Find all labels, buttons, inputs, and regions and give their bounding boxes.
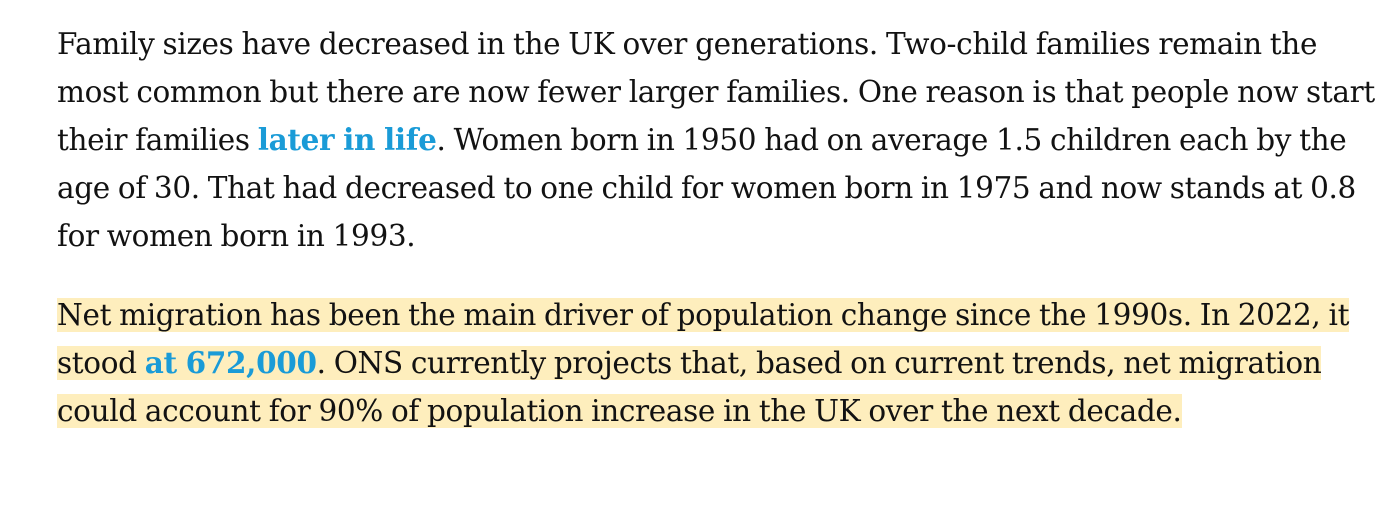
net-migration-figure-link[interactable]: at 672,000: [144, 345, 317, 380]
paragraph-family-sizes: Family sizes have decreased in the UK ov…: [57, 20, 1387, 260]
paragraph-text: . Women born in 1950 had on average 1.5 …: [57, 123, 1356, 253]
paragraph-text: Family sizes have decreased in the UK ov…: [57, 27, 1375, 157]
highlighted-passage: Net migration has been the main driver o…: [57, 298, 1349, 428]
paragraph-text: . ONS currently projects that, based on …: [57, 346, 1322, 428]
paragraph-text: Net migration has been the main driver o…: [57, 298, 1350, 380]
paragraph-net-migration: Net migration has been the main driver o…: [57, 291, 1367, 435]
later-in-life-link[interactable]: later in life: [257, 122, 437, 157]
